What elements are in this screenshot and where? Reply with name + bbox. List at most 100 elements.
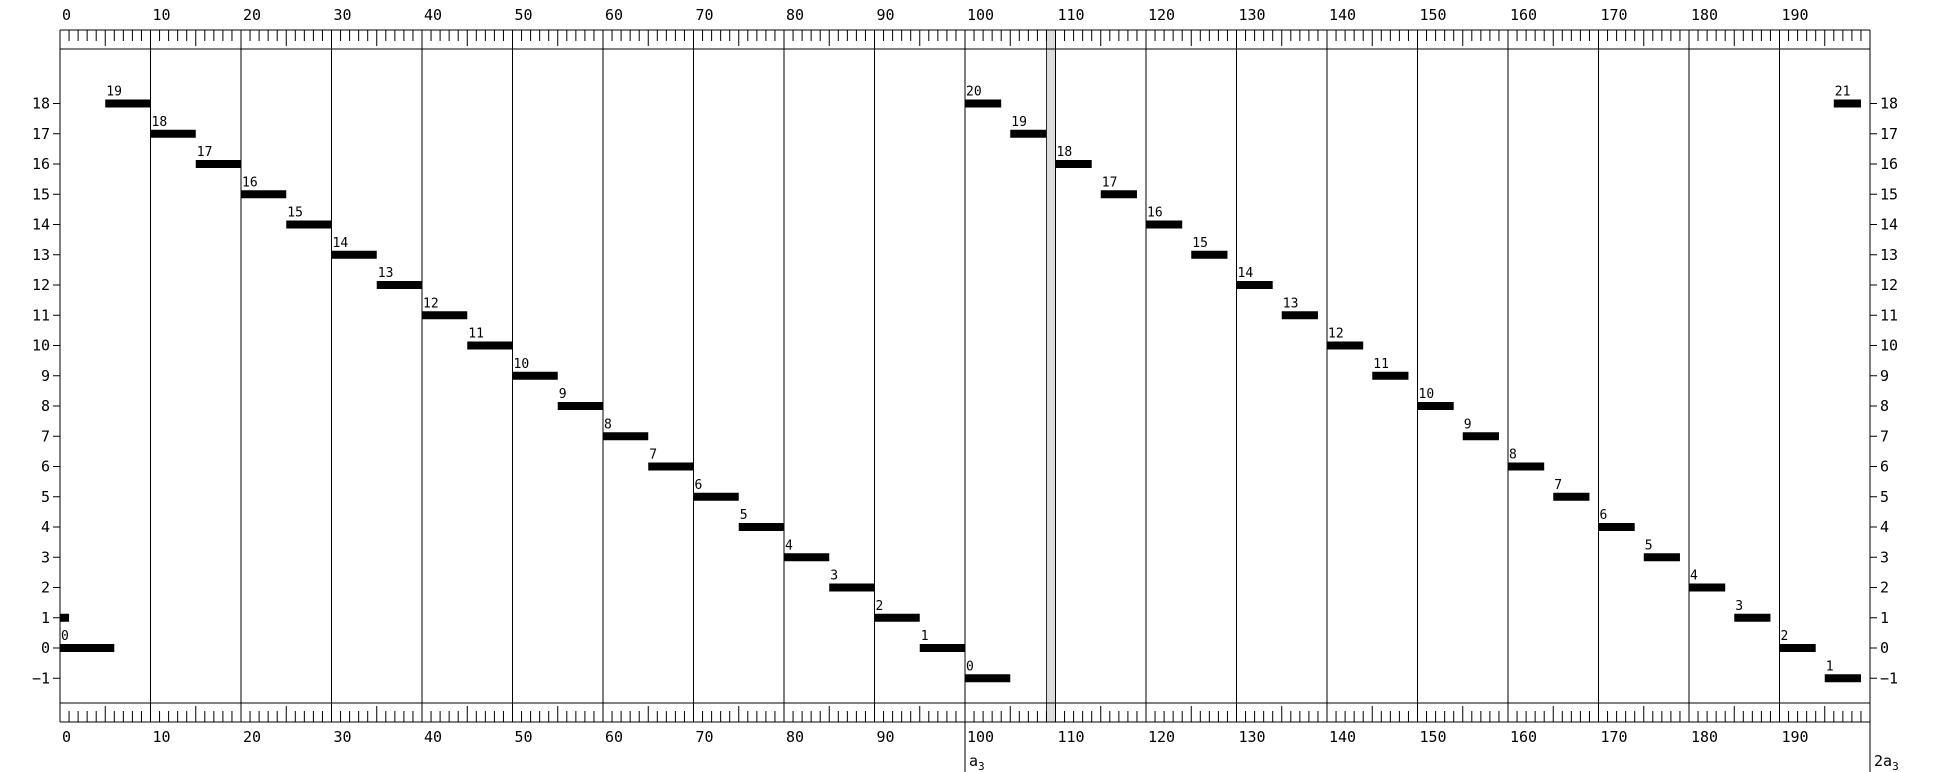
x-tick-label-bottom: 80: [786, 728, 804, 746]
x-tick-label-top: 80: [786, 6, 804, 24]
y-tick-label-right: 6: [1880, 458, 1889, 476]
y-tick-label-left: 15: [32, 185, 50, 203]
x-tick-label-bottom: 50: [515, 728, 533, 746]
segment-bar: [1327, 341, 1364, 350]
segment-bar: [965, 674, 1011, 683]
segment-label: 8: [1509, 448, 1517, 463]
segment-bar: [1372, 371, 1409, 380]
segment-bar: [1281, 311, 1318, 320]
y-tick-label-right: 14: [1880, 216, 1898, 234]
segment-label: 2: [876, 599, 884, 614]
segment-layer: 0191817161514131211109876543212001918171…: [60, 85, 1861, 683]
segment-bar: [965, 99, 1002, 108]
x-tick-label-bottom: 30: [334, 728, 352, 746]
segment-bar: [693, 492, 739, 501]
segment-label: 1: [1826, 659, 1834, 674]
segment-bar: [1598, 523, 1635, 531]
segment-label: 3: [1735, 599, 1743, 614]
y-tick-label-right: 17: [1880, 125, 1898, 143]
segment-bar: [557, 402, 603, 410]
segment-label: 4: [1690, 569, 1698, 584]
x-tick-label-top: 90: [877, 6, 895, 24]
y-tick-label-left: 18: [32, 95, 50, 113]
x-tick-label-bottom: 190: [1782, 728, 1809, 746]
x-tick-label-bottom: 90: [877, 728, 895, 746]
segment-label: 12: [423, 296, 439, 311]
segment-bar: [1236, 281, 1273, 289]
segment-label: 8: [604, 417, 612, 432]
y-tick-label-left: 7: [41, 427, 50, 445]
x-tick-label-top: 170: [1601, 6, 1628, 24]
segment-bar: [1010, 129, 1047, 138]
segment-bar: [331, 250, 377, 259]
segment-label: 6: [1600, 508, 1608, 523]
segment-bar: [874, 613, 920, 622]
x-tick-label-top: 120: [1148, 6, 1175, 24]
x-tick-label-top: 110: [1058, 6, 1085, 24]
segment-label: 17: [1102, 175, 1118, 190]
y-tick-label-left: −1: [32, 669, 50, 687]
segment-label: 14: [1238, 266, 1254, 281]
segment-label: 7: [1554, 478, 1562, 493]
y-tick-label-left: 10: [32, 337, 50, 355]
y-tick-label-left: 2: [41, 579, 50, 597]
x-tick-label-top: 0: [62, 6, 71, 24]
x-tick-label-top: 100: [967, 6, 994, 24]
segment-label: 9: [1464, 417, 1472, 432]
y-tick-label-right: 0: [1880, 639, 1889, 657]
x-tick-label-top: 50: [515, 6, 533, 24]
y-tick-label-right: 11: [1880, 306, 1898, 324]
segment-bar: [1100, 190, 1137, 199]
x-tick-label-bottom: 130: [1239, 728, 1266, 746]
y-tick-label-left: 0: [41, 639, 50, 657]
segment-label: 18: [1057, 145, 1073, 160]
segment-label: 17: [197, 145, 213, 160]
x-tick-label-top: 140: [1329, 6, 1356, 24]
segment-bar: [1191, 250, 1228, 259]
segment-label: 1: [921, 629, 929, 644]
segment-label: 6: [695, 478, 703, 493]
segment-bar: [1824, 674, 1861, 683]
y-tick-label-left: 11: [32, 306, 50, 324]
y-tick-label-left: 3: [41, 548, 50, 566]
segment-label: 15: [1192, 236, 1208, 251]
segment-bar: [1553, 492, 1590, 501]
y-tick-label-left: 1: [41, 609, 50, 627]
segment-label: 19: [1011, 115, 1027, 130]
segment-label: 10: [514, 357, 530, 372]
segment-label: 21: [1835, 85, 1851, 100]
x-tick-label-bottom: 10: [153, 728, 171, 746]
x-axis: 0010102020303040405050606070708080909010…: [62, 6, 1862, 746]
segment-bar: [422, 311, 468, 320]
segment-label: 15: [287, 206, 303, 221]
x-tick-label-bottom: 70: [696, 728, 714, 746]
x-tick-label-top: 160: [1510, 6, 1537, 24]
segment-bar: [919, 644, 965, 652]
y-tick-label-left: 17: [32, 125, 50, 143]
x-tick-label-top: 30: [334, 6, 352, 24]
segment-label: 11: [1373, 357, 1389, 372]
segment-label: 16: [242, 175, 258, 190]
segment-bar: [1734, 613, 1771, 622]
segment-label: 18: [152, 115, 168, 130]
segment-bar: [195, 160, 241, 168]
y-tick-label-right: 4: [1880, 518, 1889, 536]
x-tick-label-bottom: 0: [62, 728, 71, 746]
segment-label: 13: [378, 266, 394, 281]
segment-bar: [1146, 220, 1183, 229]
segment-bar: [1643, 553, 1680, 562]
x-tick-label-bottom: 20: [243, 728, 261, 746]
marker-label: 2a3: [1874, 752, 1899, 772]
segment-bar: [829, 583, 875, 592]
x-tick-label-top: 10: [153, 6, 171, 24]
y-tick-label-right: 16: [1880, 155, 1898, 173]
segment-label: 10: [1419, 387, 1435, 402]
y-tick-label-left: 14: [32, 216, 50, 234]
x-tick-label-bottom: 40: [424, 728, 442, 746]
y-tick-label-right: 8: [1880, 397, 1889, 415]
segment-bar: [376, 281, 422, 289]
y-tick-label-left: 16: [32, 155, 50, 173]
segment-label: 2: [1781, 629, 1789, 644]
y-tick-label-left: 8: [41, 397, 50, 415]
